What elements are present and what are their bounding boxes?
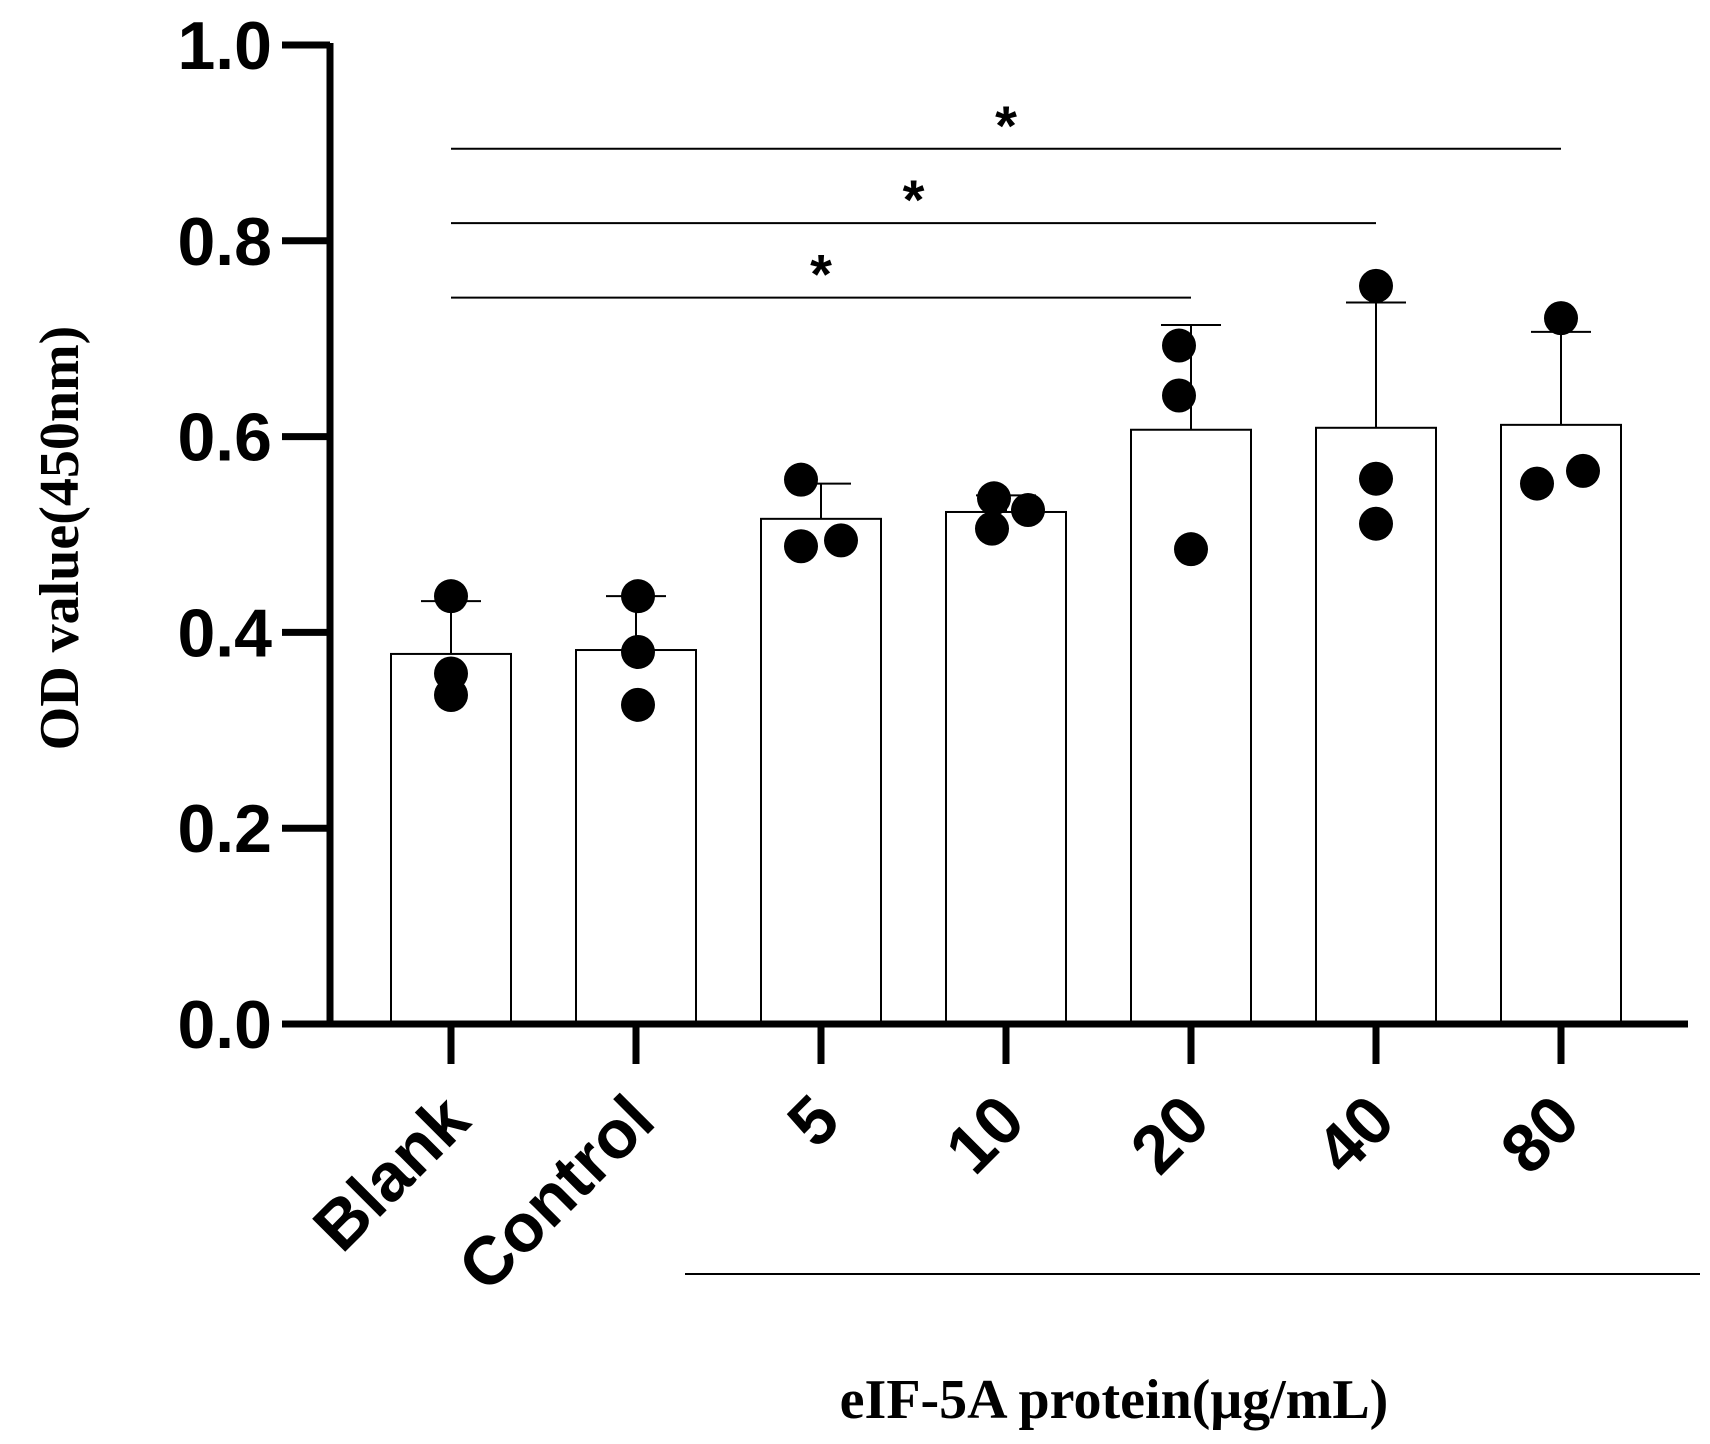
bar-5: [760, 517, 882, 1025]
bars-layer: [390, 423, 1622, 1026]
data-points-layer: [434, 268, 1600, 722]
data-point-control-1: [621, 579, 655, 614]
data-point-5-1: [784, 462, 818, 497]
data-point-blank-3: [434, 678, 468, 713]
x-tick-label-blank: Blank: [299, 1081, 484, 1266]
y-tick-label: 1.0: [177, 8, 272, 84]
significance-star-3: *: [995, 94, 1017, 157]
data-point-control-2: [621, 634, 655, 669]
y-tick-label: 0.4: [177, 595, 272, 671]
x-tick-label-40: 40: [1301, 1081, 1408, 1188]
x-tick-label-80: 80: [1486, 1081, 1593, 1188]
data-point-10-1: [977, 481, 1011, 516]
y-tick-label: 0.2: [177, 791, 272, 867]
bar-blank: [390, 652, 512, 1025]
bar-20: [1130, 428, 1252, 1025]
x-tick-label-10: 10: [931, 1081, 1038, 1188]
bar-80: [1500, 423, 1622, 1025]
data-point-10-3: [1011, 493, 1045, 528]
data-point-control-3: [621, 687, 655, 722]
data-point-5-3: [824, 523, 858, 558]
significance-layer: * * *: [451, 94, 1561, 306]
x-tick-label-control: Control: [444, 1081, 669, 1306]
x-axis-title: eIF-5A protein(μg/mL): [840, 1369, 1389, 1431]
data-point-blank-1: [434, 579, 468, 614]
data-point-20-3: [1174, 532, 1208, 567]
x-tick-label-5: 5: [773, 1081, 853, 1161]
data-point-80-3: [1566, 453, 1600, 488]
data-point-20-1: [1162, 328, 1196, 363]
data-point-5-2: [784, 529, 818, 564]
x-tick-label-20: 20: [1116, 1081, 1223, 1188]
significance-star-1: *: [810, 243, 832, 306]
y-tick-label: 0.8: [177, 204, 272, 280]
data-point-20-2: [1162, 378, 1196, 413]
bar-10: [945, 510, 1067, 1026]
significance-star-2: *: [903, 168, 925, 231]
data-point-10-2: [975, 511, 1009, 546]
y-axis-title: OD value(450nm): [29, 326, 91, 751]
data-point-80-1: [1544, 301, 1578, 336]
y-tick-label: 0.0: [177, 987, 272, 1063]
data-point-40-2: [1359, 461, 1393, 496]
data-point-80-2: [1520, 466, 1554, 501]
data-point-40-3: [1359, 506, 1393, 541]
y-tick-label: 0.6: [177, 400, 272, 476]
data-point-40-1: [1359, 268, 1393, 303]
